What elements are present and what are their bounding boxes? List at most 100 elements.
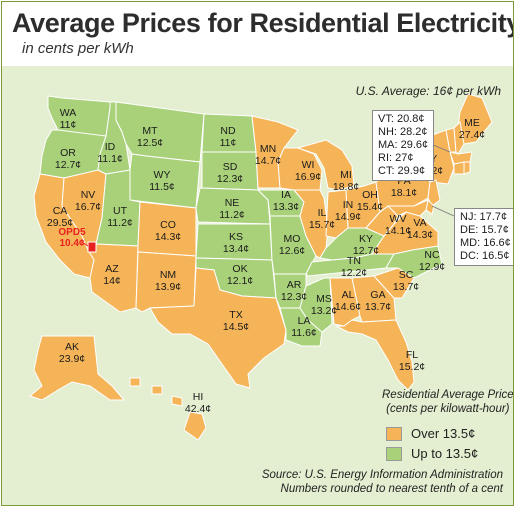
- callout-mid-md: MD: 16.6¢: [460, 237, 511, 249]
- label-ks: KS: [229, 231, 243, 243]
- label-ga: GA: [370, 289, 385, 301]
- label-il: IL: [318, 207, 327, 219]
- value-az: 14¢: [103, 275, 121, 287]
- state-ri: [463, 161, 471, 175]
- northeast-callout: VT: 20.8¢ NH: 28.2¢ MA: 29.6¢ RI: 27¢ CT…: [372, 110, 435, 181]
- label-or: OR: [60, 147, 76, 159]
- value-pa: 18.1¢: [391, 187, 417, 199]
- label-ky: KY: [359, 233, 373, 245]
- label-va: VA: [413, 217, 426, 229]
- value-oh: 15.4¢: [357, 201, 383, 213]
- label-oh: OH: [362, 189, 378, 201]
- label-fl: FL: [406, 349, 418, 361]
- value-hi: 42.4¢: [185, 403, 211, 415]
- label-ar: AR: [287, 279, 302, 291]
- value-tn: 12.2¢: [341, 267, 367, 279]
- legend-under: Up to 13.5¢: [386, 446, 478, 461]
- opd5-marker: [87, 241, 97, 253]
- label-wv: WV: [390, 213, 407, 225]
- us-average-note: U.S. Average: 16¢ per kWh: [355, 84, 501, 98]
- legend-title-line1: Residential Average Price: [382, 389, 514, 401]
- opd5-leader: [81, 241, 89, 247]
- state-ak: [28, 335, 126, 401]
- label-nc: NC: [424, 249, 440, 261]
- legend-over-label: Over 13.5¢: [411, 426, 476, 441]
- value-tx: 14.5¢: [223, 321, 249, 333]
- map-title: Average Prices for Residential Electrici…: [12, 8, 514, 38]
- state-hi-maui: [171, 395, 183, 407]
- value-la: 11.6¢: [291, 327, 317, 339]
- value-wa: 11¢: [60, 119, 77, 131]
- value-ut: 11.2¢: [107, 217, 133, 229]
- legend-under-label: Up to 13.5¢: [411, 446, 479, 461]
- label-tx: TX: [229, 309, 242, 321]
- legend-under-swatch: [386, 446, 402, 461]
- value-mi: 18.8¢: [333, 181, 359, 193]
- value-ga: 13.7¢: [365, 301, 391, 313]
- label-wa: WA: [60, 107, 77, 119]
- callout-ne-ri: RI: 27¢: [378, 152, 414, 164]
- value-me: 27.4¢: [459, 129, 485, 141]
- value-nd: 11¢: [220, 137, 237, 149]
- value-mn: 14.7¢: [255, 155, 281, 167]
- label-wi: WI: [302, 159, 315, 171]
- value-nv: 16.7¢: [75, 201, 101, 213]
- state-nj: [427, 179, 441, 207]
- mid-atlantic-callout: NJ: 17.7¢ DE: 15.7¢ MD: 16.6¢ DC: 16.5¢: [454, 208, 513, 266]
- source-line1: Source: U.S. Energy Information Administ…: [261, 469, 503, 481]
- value-ne: 11.2¢: [219, 209, 245, 221]
- label-nm: NM: [160, 269, 176, 281]
- value-co: 14.3¢: [155, 231, 181, 243]
- label-ok: OK: [232, 263, 247, 275]
- state-ma: [449, 151, 473, 165]
- value-ok: 12.1¢: [227, 275, 253, 287]
- opd5-label: OPD5: [58, 227, 86, 238]
- label-sd: SD: [223, 161, 238, 173]
- value-va: 14.3¢: [407, 229, 433, 241]
- value-in: 14.9¢: [335, 211, 361, 223]
- label-wy: WY: [154, 169, 171, 181]
- value-al: 14.6¢: [335, 301, 361, 313]
- label-me: ME: [464, 117, 480, 129]
- value-ks: 13.4¢: [223, 243, 249, 255]
- label-hi: HI: [193, 391, 204, 403]
- value-wv: 14.1¢: [385, 225, 411, 237]
- map-subtitle: in cents per kWh: [22, 40, 134, 57]
- legend-title-line2: (cents per kilowatt-hour): [386, 403, 510, 415]
- label-tn: TN: [347, 255, 361, 267]
- state-hi-oahu: [151, 385, 163, 395]
- value-nm: 13.9¢: [155, 281, 181, 293]
- label-az: AZ: [105, 263, 119, 275]
- state-ct: [453, 161, 465, 175]
- value-ms: 13.2¢: [311, 305, 337, 317]
- callout-mid-dc: DC: 16.5¢: [460, 250, 510, 262]
- opd5-value: 10.4¢: [59, 238, 84, 249]
- label-ca: CA: [53, 205, 68, 217]
- label-ia: IA: [281, 189, 291, 201]
- label-co: CO: [160, 219, 176, 231]
- callout-ne-ma: MA: 29.6¢: [378, 139, 429, 151]
- callout-mid-nj: NJ: 17.7¢: [460, 211, 508, 223]
- label-ms: MS: [316, 293, 332, 305]
- label-mi: MI: [340, 169, 352, 181]
- label-mt: MT: [142, 125, 158, 137]
- value-sc: 13.7¢: [393, 281, 419, 293]
- legend-over-swatch: [386, 426, 402, 441]
- label-mn: MN: [260, 143, 276, 155]
- state-nh: [453, 120, 465, 155]
- value-ia: 13.3¢: [273, 201, 299, 213]
- legend-over: Over 13.5¢: [386, 426, 475, 441]
- label-mo: MO: [284, 233, 301, 245]
- label-nd: ND: [220, 125, 236, 137]
- value-il: 15.7¢: [309, 219, 335, 231]
- label-al: AL: [342, 289, 355, 301]
- state-tx: [149, 267, 287, 389]
- label-ut: UT: [113, 205, 128, 217]
- value-or: 12.7¢: [55, 159, 81, 171]
- value-ar: 12.3¢: [281, 291, 307, 303]
- label-la: LA: [298, 315, 311, 327]
- state-fl: [335, 319, 415, 391]
- label-id: ID: [105, 141, 116, 153]
- label-ne: NE: [225, 197, 240, 209]
